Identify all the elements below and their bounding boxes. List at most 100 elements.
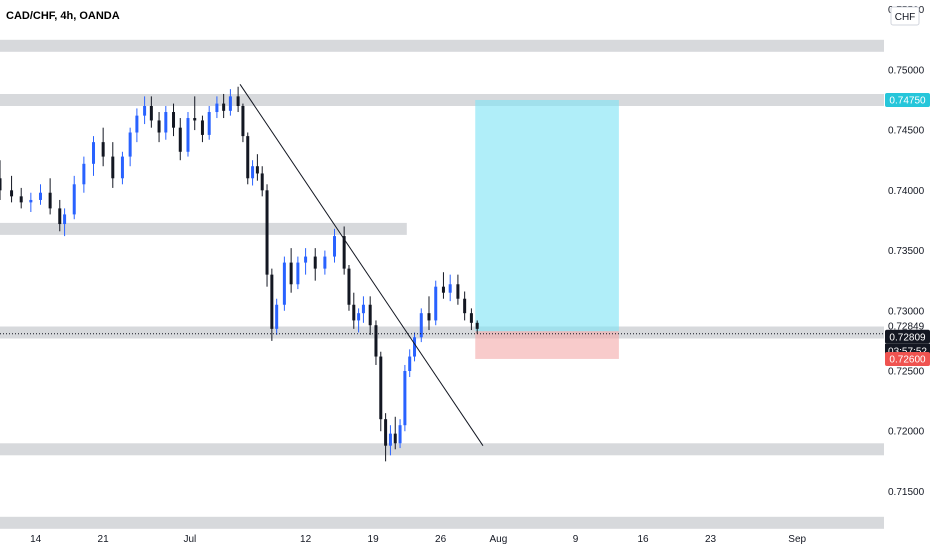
- downtrend-line[interactable]: [239, 84, 484, 446]
- x-tick-7: 9: [573, 534, 579, 545]
- y-tick-5: 0.73000: [888, 306, 925, 317]
- candle-body-5: [48, 192, 52, 209]
- candle-body-68: [475, 322, 479, 329]
- level-band-2[interactable]: [0, 222, 407, 235]
- candle-body-64: [448, 284, 452, 293]
- candle-body-59: [413, 337, 417, 357]
- x-tick-2: Jul: [184, 534, 197, 545]
- x-tick-3: 12: [300, 534, 312, 545]
- currency-badge-frame[interactable]: [890, 6, 920, 26]
- candle-body-27: [222, 103, 226, 111]
- bar-countdown: 03:57:52: [888, 346, 927, 357]
- candle-body-17: [149, 106, 153, 121]
- candle-body-35: [265, 190, 269, 275]
- candle-body-38: [282, 262, 286, 305]
- level-band-1[interactable]: [0, 94, 884, 106]
- candle-body-44: [333, 236, 337, 257]
- candle-body-0: [0, 178, 2, 191]
- candle-body-67: [469, 313, 473, 323]
- candle-body-66: [463, 298, 467, 314]
- candle-body-4: [38, 192, 42, 200]
- candle-body-26: [215, 103, 219, 113]
- price-label-bg-target: [885, 93, 930, 107]
- candle-body-40: [296, 262, 300, 285]
- candle-body-16: [143, 106, 147, 116]
- candle-body-2: [19, 196, 23, 203]
- long-position-tool[interactable]: [475, 99, 619, 359]
- currency-badge: CHF: [895, 12, 916, 23]
- candle-body-22: [186, 118, 190, 152]
- candle-body-33: [255, 166, 259, 174]
- candle-body-8: [72, 184, 76, 215]
- candle-body-61: [427, 313, 431, 321]
- candle-body-48: [357, 313, 361, 321]
- x-tick-1: 21: [98, 534, 110, 545]
- y-tick-3: 0.74000: [888, 186, 925, 197]
- candle-body-37: [275, 304, 279, 329]
- x-tick-5: 26: [435, 534, 447, 545]
- candle-body-65: [456, 284, 460, 299]
- x-tick-8: 16: [637, 534, 649, 545]
- candle-body-52: [379, 356, 383, 420]
- candle-body-3: [29, 199, 33, 203]
- candle-body-18: [157, 120, 161, 133]
- candle-body-49: [361, 304, 365, 314]
- candle-body-10: [92, 142, 96, 164]
- candle-body-20: [172, 112, 176, 128]
- candle-body-13: [120, 156, 124, 179]
- candle-body-23: [193, 118, 197, 121]
- candle-body-34: [260, 173, 264, 191]
- price-axis[interactable]: 0.755000.750000.745000.740000.735000.730…: [885, 5, 930, 498]
- candle-body-41: [304, 256, 308, 263]
- candle-body-42: [313, 256, 317, 269]
- x-tick-10: Sep: [788, 534, 806, 545]
- price-label-bg-stop: [885, 352, 930, 366]
- candle-body-28: [228, 96, 232, 111]
- candle-body-6: [58, 208, 62, 225]
- candle-body-57: [403, 371, 407, 426]
- candle-body-1: [10, 190, 14, 197]
- candle-body-60: [419, 313, 423, 338]
- candle-body-43: [323, 256, 327, 269]
- time-axis[interactable]: 14 21 Jul 12 19 26 Aug 9 16 23 Sep: [30, 534, 806, 545]
- candle-body-36: [270, 274, 274, 329]
- level-band-5[interactable]: [0, 516, 884, 529]
- candle-body-29: [236, 96, 240, 106]
- level-band-4[interactable]: [0, 443, 884, 456]
- y-tick-2: 0.74500: [888, 126, 925, 137]
- x-tick-0: 14: [30, 534, 42, 545]
- x-tick-6: Aug: [490, 534, 508, 545]
- candle-body-54: [388, 433, 392, 446]
- price-label-target: 0.74750: [889, 96, 926, 107]
- x-tick-4: 19: [368, 534, 380, 545]
- candle-body-7: [63, 214, 67, 225]
- y-tick-7: 0.72000: [888, 427, 925, 438]
- candle-body-63: [441, 286, 445, 293]
- candle-body-53: [384, 419, 388, 446]
- candle-body-39: [289, 262, 293, 285]
- price-label-prev-close: 0.72849: [888, 322, 925, 333]
- position-stop-zone[interactable]: [475, 331, 619, 359]
- price-label-stop: 0.72600: [889, 355, 926, 366]
- candle-body-24: [200, 120, 204, 135]
- x-tick-9: 23: [705, 534, 717, 545]
- candle-body-21: [178, 127, 182, 152]
- price-label-bg-last-price: [885, 329, 930, 344]
- support-resistance-levels: [0, 39, 884, 529]
- candle-body-47: [352, 304, 356, 321]
- level-band-3[interactable]: [0, 326, 884, 339]
- candle-body-58: [408, 356, 412, 371]
- level-band-0[interactable]: [0, 39, 884, 52]
- candle-body-45: [342, 236, 346, 269]
- candle-body-51: [374, 325, 378, 357]
- candle-body-32: [251, 166, 255, 179]
- candle-body-62: [434, 286, 438, 321]
- position-target-zone[interactable]: [475, 99, 619, 332]
- candle-body-15: [135, 115, 139, 133]
- y-tick-4: 0.73500: [888, 246, 925, 257]
- candlestick-series: [0, 86, 479, 462]
- price-label-last-price: 0.72809: [889, 332, 926, 343]
- y-tick-1: 0.75000: [888, 65, 925, 76]
- symbol-title: CAD/CHF, 4h, OANDA: [6, 10, 120, 22]
